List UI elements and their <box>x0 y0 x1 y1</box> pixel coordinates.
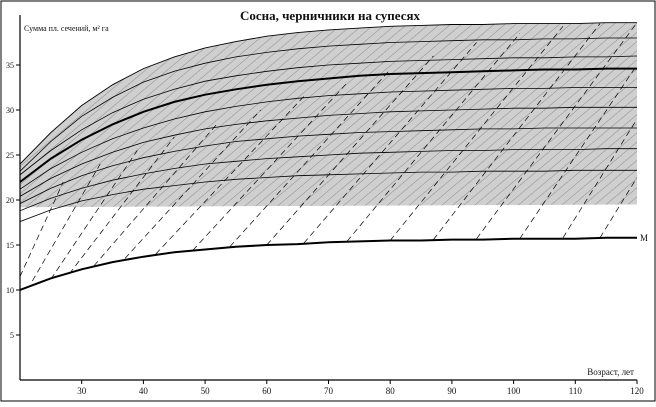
x-tick-label-60: 60 <box>262 386 272 396</box>
dashed-line-2 <box>50 150 138 280</box>
series-line-7 <box>20 148 637 212</box>
dashed-line-9 <box>266 55 434 246</box>
series-line-0 <box>20 22 637 165</box>
dashed-line-7 <box>192 82 348 251</box>
series-line-6 <box>20 127 637 204</box>
y-tick-label-15: 15 <box>6 241 14 250</box>
y-tick-label-35: 35 <box>6 61 14 70</box>
series-line-4 <box>20 87 637 190</box>
dashed-line-4 <box>93 123 218 266</box>
dashed-line-10 <box>303 42 477 244</box>
dashed-line-5 <box>124 109 261 259</box>
ticks: 30 40 50 60 70 80 90 100 110 120 5 10 15 20 25 30 35 <box>6 61 644 396</box>
y-tick-label-5: 5 <box>10 331 14 340</box>
dashed-line-15 <box>519 64 637 239</box>
dashed-line-14 <box>476 22 637 239</box>
x-tick-label-90: 90 <box>447 386 457 396</box>
series-line-9 <box>20 236 637 291</box>
dashed-line-13 <box>433 23 601 240</box>
dashed-line-6 <box>155 96 305 255</box>
dashed-line-16 <box>562 118 637 238</box>
y-tick-label-30: 30 <box>6 106 14 115</box>
shaded-band-hatch <box>20 22 637 208</box>
dashed-line-11 <box>346 33 521 242</box>
shaded-band <box>20 22 637 208</box>
x-tick-label-80: 80 <box>386 386 396 396</box>
series-line-3 <box>20 67 637 183</box>
x-tick-label-40: 40 <box>139 386 149 396</box>
dashed-line-1 <box>32 163 101 282</box>
x-axis-label: Возраст, лет <box>587 367 634 377</box>
y-tick-label-25: 25 <box>6 151 14 160</box>
chart-title: Сосна, черничники на супесях <box>240 8 421 23</box>
y-axis-label: Сумма пл. сечений, м² га <box>24 24 109 33</box>
dashed-line-12 <box>389 26 564 241</box>
y-tick-label-20: 20 <box>6 196 14 205</box>
x-tick-label-100: 100 <box>507 386 521 396</box>
y-tick-label-10: 10 <box>6 286 14 295</box>
series-line-2 <box>20 55 637 176</box>
series-line-1 <box>20 37 637 172</box>
dashed-line-0 <box>20 181 64 277</box>
dashed-line-17 <box>599 177 637 238</box>
dashed-line-3 <box>69 136 175 275</box>
x-tick-label-120: 120 <box>630 386 644 396</box>
x-tick-label-110: 110 <box>569 386 583 396</box>
curve-label-m: M <box>640 233 648 243</box>
x-tick-label-70: 70 <box>324 386 334 396</box>
dashed-lines <box>20 22 637 282</box>
x-tick-label-50: 50 <box>201 386 211 396</box>
series-line-5 <box>20 106 637 197</box>
curves <box>20 22 637 291</box>
x-tick-label-30: 30 <box>77 386 87 396</box>
